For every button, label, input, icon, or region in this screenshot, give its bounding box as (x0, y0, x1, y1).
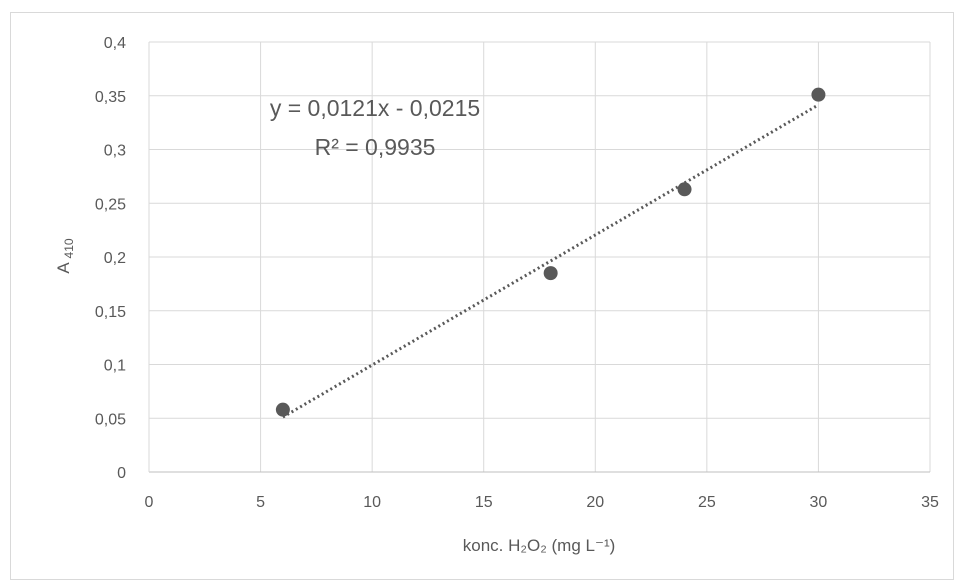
gridlines (149, 41, 931, 472)
y-tick-label: 0,3 (104, 143, 126, 160)
x-tick-label: 10 (363, 494, 381, 511)
chart-frame (10, 12, 954, 580)
x-tick-label: 0 (145, 494, 154, 511)
x-tick-labels: 0 5 10 15 20 25 30 35 (145, 494, 939, 511)
x-tick-label: 5 (256, 494, 265, 511)
x-tick-label: 35 (921, 494, 939, 511)
x-tick-label: 30 (810, 494, 828, 511)
x-tick-label: 20 (586, 494, 604, 511)
y-tick-label: 0,05 (95, 411, 126, 428)
x-tick-label: 15 (475, 494, 493, 511)
equation-label: y = 0,0121x - 0,0215 (270, 95, 480, 121)
axis-lines (148, 42, 930, 473)
y-tick-label: 0 (117, 465, 126, 482)
data-point (677, 182, 692, 197)
y-axis-title-sub: 410 (62, 238, 76, 258)
x-tick-label: 25 (698, 494, 716, 511)
y-tick-labels: 0 0,05 0,1 0,15 0,2 0,25 0,3 0,35 0,4 (95, 35, 126, 482)
r-squared-label: R² = 0,9935 (315, 134, 436, 160)
y-tick-label: 0,1 (104, 358, 126, 375)
data-point (543, 266, 558, 281)
y-tick-label: 0,4 (104, 35, 126, 52)
data-points (275, 87, 826, 417)
y-tick-label: 0,25 (95, 196, 126, 213)
data-point (275, 402, 290, 417)
trendline (282, 103, 820, 419)
data-point (811, 87, 826, 102)
y-tick-label: 0,35 (95, 89, 126, 106)
y-axis-title-main: A (54, 258, 73, 273)
y-tick-label: 0,2 (104, 250, 126, 267)
x-axis-title: konc. H₂O₂ (mg L⁻¹) (463, 536, 616, 555)
trendline-group (282, 103, 820, 419)
y-tick-label: 0,15 (95, 304, 126, 321)
y-axis-title: A 410 (54, 238, 76, 273)
